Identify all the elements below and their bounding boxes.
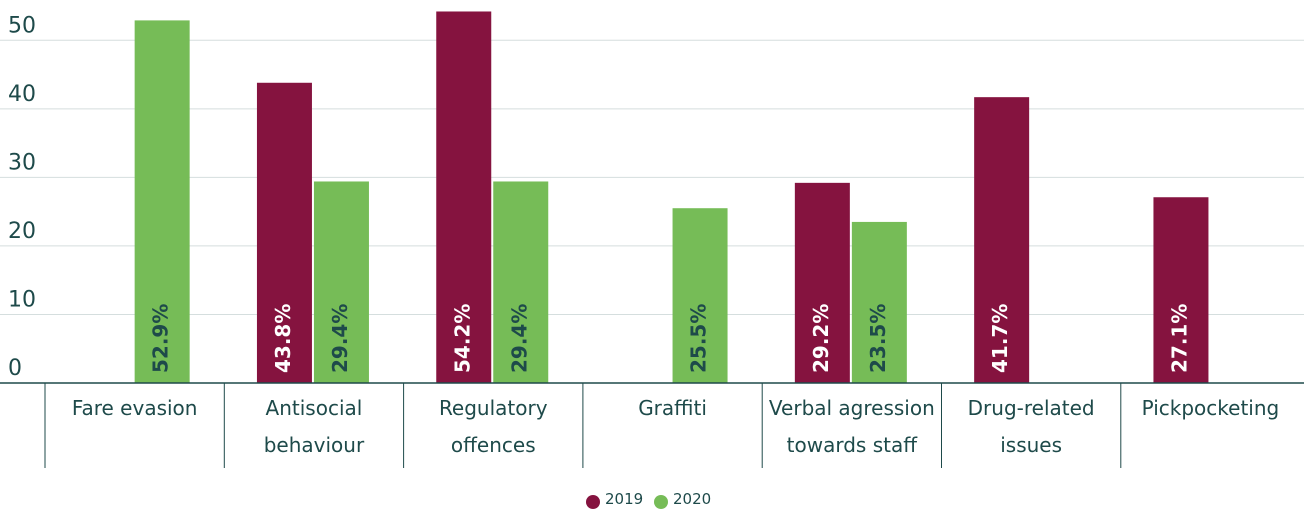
- y-tick-label: 30: [8, 150, 36, 175]
- value-label: 25.5%: [687, 304, 711, 373]
- y-tick-label: 10: [8, 287, 36, 312]
- y-tick-label: 40: [8, 82, 36, 107]
- x-tick-label: Verbal agression towards staff: [768, 396, 935, 457]
- value-label: 54.2%: [450, 304, 474, 373]
- legend-swatch: [586, 495, 600, 509]
- value-label: 29.2%: [809, 304, 833, 373]
- x-tick-label: Drug-related issues: [967, 396, 1095, 457]
- y-tick-label: 50: [8, 13, 36, 38]
- y-tick-label: 20: [8, 219, 36, 244]
- bar: [256, 82, 312, 384]
- bar: [851, 221, 907, 383]
- bar: [974, 97, 1030, 383]
- legend-label: 2019: [605, 490, 644, 508]
- legend-label: 2020: [673, 490, 712, 508]
- value-label: 23.5%: [866, 304, 890, 373]
- bar: [794, 182, 850, 383]
- bar: [493, 181, 549, 383]
- value-label: 52.9%: [149, 304, 173, 373]
- x-tick-label: Regulatory offences: [438, 396, 548, 457]
- value-label: 41.7%: [988, 304, 1012, 373]
- bar: [1153, 197, 1209, 383]
- bar: [436, 11, 492, 383]
- value-label: 27.1%: [1167, 304, 1191, 373]
- bar: [672, 208, 728, 383]
- x-tick-label: Fare evasion: [71, 396, 198, 420]
- y-tick-label: 0: [8, 356, 22, 381]
- bar: [313, 181, 369, 383]
- x-tick-label: Pickpocketing: [1141, 396, 1280, 420]
- legend-swatch: [654, 495, 668, 509]
- value-label: 29.4%: [328, 304, 352, 373]
- value-label: 43.8%: [271, 304, 295, 373]
- value-label: 29.4%: [507, 304, 531, 373]
- x-tick-label: Antisocial behaviour: [263, 396, 365, 457]
- bar: [134, 20, 190, 384]
- x-tick-label: Graffiti: [638, 396, 707, 420]
